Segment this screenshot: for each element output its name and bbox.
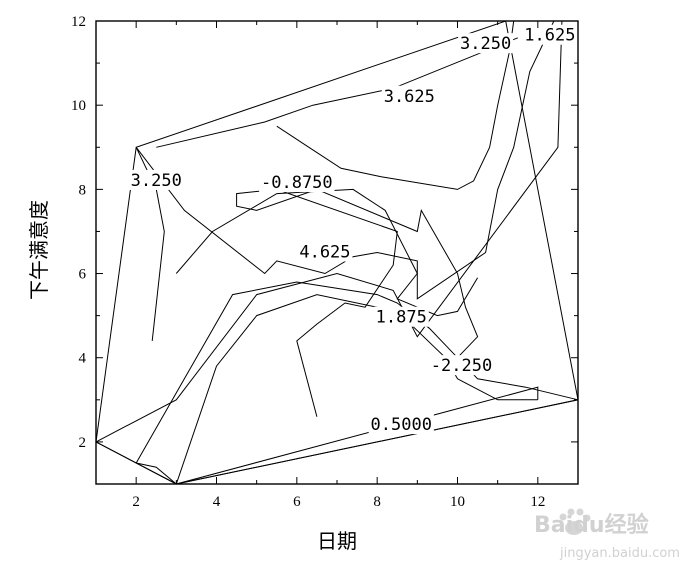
x-tick-label: 12 bbox=[530, 494, 545, 510]
contour-line-c6 bbox=[95, 20, 563, 443]
contour-label: -0.8750 bbox=[261, 173, 333, 193]
paw-logo-icon bbox=[559, 508, 591, 535]
contour-label-bg bbox=[522, 24, 578, 45]
x-tick-label: 10 bbox=[450, 494, 465, 510]
contour-label-bg bbox=[373, 306, 429, 327]
contour-label: 3.250 bbox=[131, 171, 182, 191]
tick-labels: 2 4 6 8 10 12 2 4 6 8 10 12 bbox=[71, 14, 545, 510]
contour-label: 1.875 bbox=[376, 308, 427, 328]
x-tick-label: 6 bbox=[293, 494, 301, 510]
contour-line-c4 bbox=[136, 294, 538, 485]
x-axis-label: 日期 bbox=[317, 529, 357, 553]
contour-label-bg bbox=[128, 169, 184, 190]
contour-label-bg bbox=[428, 355, 495, 376]
contour-label: 4.625 bbox=[299, 243, 350, 263]
contour-line-c11 bbox=[156, 37, 518, 148]
contour-line-c5 bbox=[135, 281, 579, 464]
contour-line-c10 bbox=[276, 20, 515, 190]
y-tick-label: 8 bbox=[79, 182, 87, 198]
y-tick-label: 2 bbox=[79, 435, 87, 451]
contour-label-bg bbox=[368, 414, 434, 435]
contour-label-bg bbox=[259, 172, 335, 193]
y-axis-label: 下午满意度 bbox=[27, 200, 51, 300]
x-tick-label: 8 bbox=[373, 494, 381, 510]
y-tick-label: 6 bbox=[79, 267, 87, 283]
contour-label: 3.625 bbox=[384, 87, 435, 107]
contour-label: 3.250 bbox=[460, 34, 511, 54]
contour-label: 1.625 bbox=[524, 26, 575, 46]
contour-label-bg bbox=[297, 241, 353, 262]
contour-label: -2.250 bbox=[431, 356, 492, 376]
contour-labels: 3.250 1.625 3.625 3.250 -0.8750 4.625 1.875 -2.… bbox=[128, 24, 578, 435]
contour-lines bbox=[95, 20, 579, 485]
contour-label: 0.5000 bbox=[371, 415, 432, 435]
x-tick-label: 2 bbox=[132, 494, 140, 510]
y-tick-label: 10 bbox=[71, 98, 86, 114]
contour-line-c1 bbox=[176, 399, 579, 485]
axis-ticks bbox=[95, 20, 579, 485]
contour-line-c2 bbox=[176, 386, 539, 485]
x-tick-label: 4 bbox=[213, 494, 221, 510]
watermark-brand: Baidu经验 bbox=[534, 512, 649, 538]
contour-line-c9 bbox=[135, 20, 555, 341]
watermark: Baidu经验 jingyan.baidu.com bbox=[534, 508, 680, 561]
contour-line-c7 bbox=[236, 188, 479, 417]
watermark-url: jingyan.baidu.com bbox=[559, 546, 680, 561]
y-tick-label: 4 bbox=[79, 351, 87, 367]
contour-label-bg bbox=[381, 85, 437, 106]
contour-label-bg bbox=[458, 33, 514, 54]
contour-line-c8 bbox=[175, 188, 479, 317]
y-tick-label: 12 bbox=[71, 14, 86, 30]
